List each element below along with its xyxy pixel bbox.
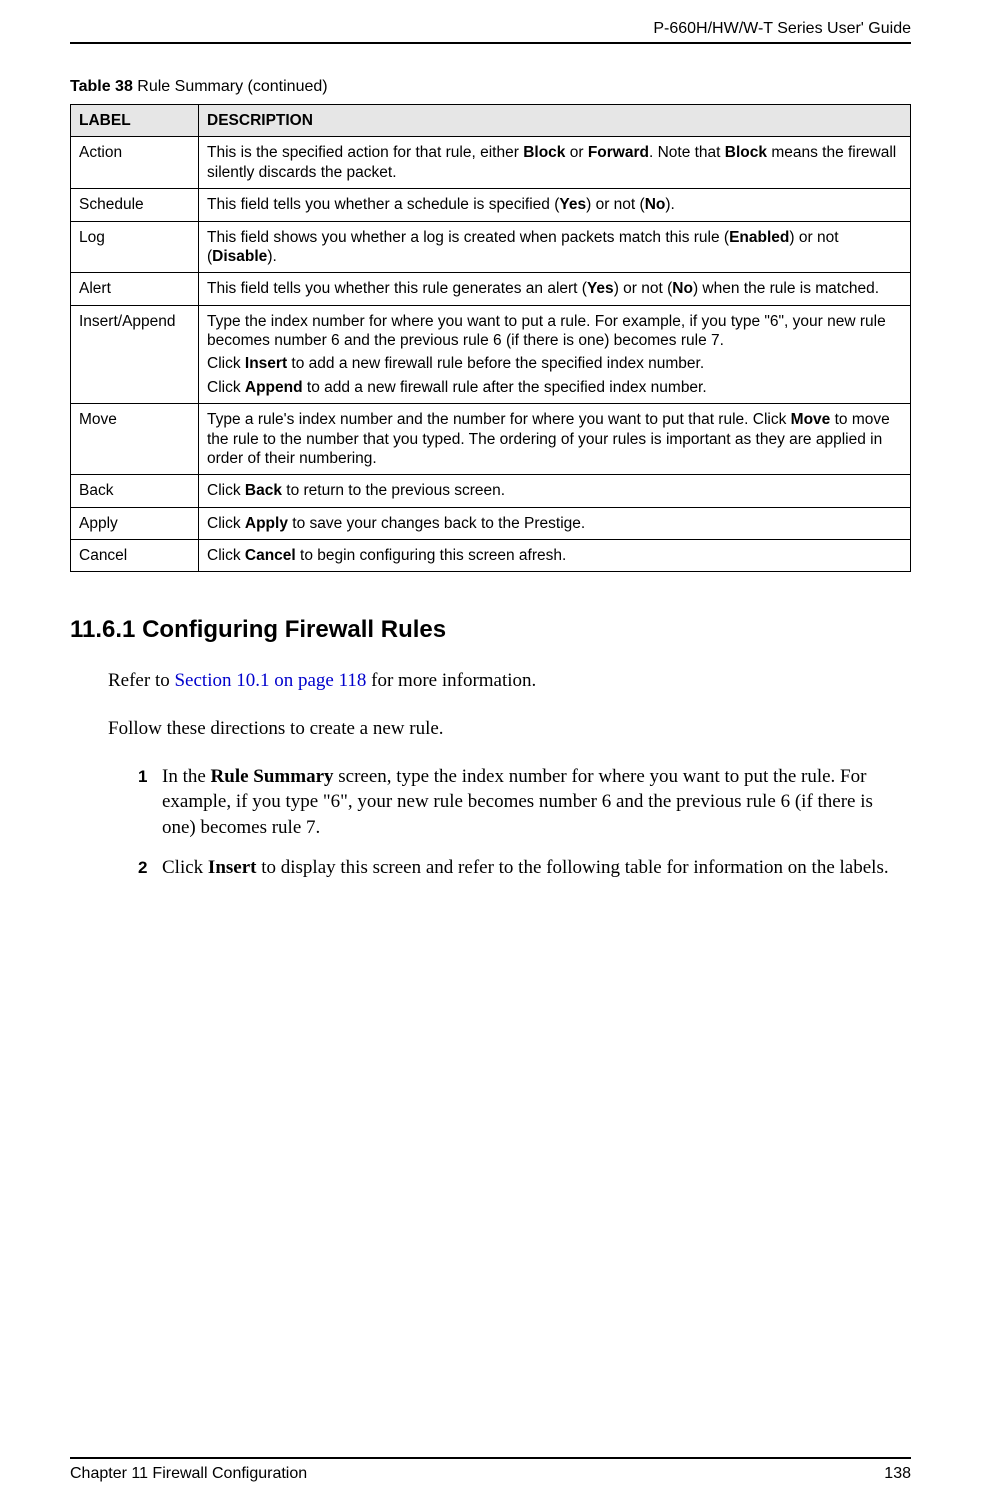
description-paragraph: Click Append to add a new firewall rule … [207, 378, 902, 397]
rule-summary-table: LABEL DESCRIPTION ActionThis is the spec… [70, 104, 911, 572]
follow-paragraph: Follow these directions to create a new … [108, 716, 911, 742]
table-cell-label: Log [71, 221, 199, 273]
bold-text: Block [523, 144, 565, 161]
bold-text: Insert [245, 355, 287, 372]
bold-text: Yes [587, 280, 614, 297]
footer-page-number: 138 [884, 1465, 911, 1483]
bold-text: Forward [588, 144, 649, 161]
table-cell-description: This field shows you whether a log is cr… [199, 221, 911, 273]
table-cell-description: Click Cancel to begin configuring this s… [199, 540, 911, 572]
table-row: Insert/AppendType the index number for w… [71, 305, 911, 404]
footer: Chapter 11 Firewall Configuration 138 [70, 1457, 911, 1483]
bold-text: Move [791, 411, 831, 428]
bold-text: No [672, 280, 693, 297]
list-item-number: 1 [138, 764, 162, 841]
table-row: BackClick Back to return to the previous… [71, 475, 911, 507]
table-cell-description: This is the specified action for that ru… [199, 137, 911, 189]
bold-text: Yes [559, 196, 586, 213]
table-row: MoveType a rule's index number and the n… [71, 404, 911, 475]
bold-text: Insert [208, 857, 257, 878]
list-item: 1In the Rule Summary screen, type the in… [138, 764, 911, 841]
bold-text: Rule Summary [211, 766, 334, 787]
table-header-description: DESCRIPTION [199, 105, 911, 137]
table-cell-description: Type the index number for where you want… [199, 305, 911, 404]
refer-pre: Refer to [108, 670, 174, 691]
table-cell-label: Back [71, 475, 199, 507]
table-row: AlertThis field tells you whether this r… [71, 273, 911, 305]
table-row: ScheduleThis field tells you whether a s… [71, 189, 911, 221]
table-body: ActionThis is the specified action for t… [71, 137, 911, 572]
table-cell-label: Action [71, 137, 199, 189]
description-paragraph: Type the index number for where you want… [207, 312, 902, 351]
bold-text: Disable [212, 248, 267, 265]
refer-paragraph: Refer to Section 10.1 on page 118 for mo… [108, 668, 911, 694]
table-cell-description: Type a rule's index number and the numbe… [199, 404, 911, 475]
bold-text: Append [245, 379, 303, 396]
table-cell-label: Alert [71, 273, 199, 305]
bold-text: Apply [245, 515, 288, 532]
table-row: ActionThis is the specified action for t… [71, 137, 911, 189]
list-item-text: In the Rule Summary screen, type the ind… [162, 764, 911, 841]
table-cell-description: This field tells you whether a schedule … [199, 189, 911, 221]
table-cell-label: Apply [71, 507, 199, 539]
list-item-number: 2 [138, 855, 162, 881]
bold-text: No [645, 196, 666, 213]
bold-text: Cancel [245, 547, 296, 564]
description-paragraph: Click Insert to add a new firewall rule … [207, 354, 902, 373]
table-row: CancelClick Cancel to begin configuring … [71, 540, 911, 572]
table-caption: Table 38 Rule Summary (continued) [70, 78, 911, 96]
table-header-row: LABEL DESCRIPTION [71, 105, 911, 137]
table-caption-rest: Rule Summary (continued) [133, 78, 328, 95]
table-cell-label: Cancel [71, 540, 199, 572]
table-row: ApplyClick Apply to save your changes ba… [71, 507, 911, 539]
table-cell-label: Schedule [71, 189, 199, 221]
table-cell-description: Click Back to return to the previous scr… [199, 475, 911, 507]
page-container: P-660H/HW/W-T Series User' Guide Table 3… [0, 0, 981, 1503]
footer-chapter: Chapter 11 Firewall Configuration [70, 1465, 307, 1483]
bold-text: Back [245, 482, 282, 499]
table-cell-description: This field tells you whether this rule g… [199, 273, 911, 305]
header-guide-title: P-660H/HW/W-T Series User' Guide [70, 20, 911, 44]
refer-link[interactable]: Section 10.1 on page 118 [174, 670, 366, 691]
table-row: LogThis field shows you whether a log is… [71, 221, 911, 273]
refer-post: for more information. [366, 670, 536, 691]
list-item-text: Click Insert to display this screen and … [162, 855, 911, 881]
table-cell-label: Insert/Append [71, 305, 199, 404]
table-cell-description: Click Apply to save your changes back to… [199, 507, 911, 539]
bold-text: Enabled [729, 229, 789, 246]
table-header-label: LABEL [71, 105, 199, 137]
steps-list: 1In the Rule Summary screen, type the in… [138, 764, 911, 895]
table-cell-label: Move [71, 404, 199, 475]
table-caption-prefix: Table 38 [70, 78, 133, 95]
bold-text: Block [725, 144, 767, 161]
page-spacer [70, 894, 911, 1457]
list-item: 2Click Insert to display this screen and… [138, 855, 911, 881]
section-heading: 11.6.1 Configuring Firewall Rules [70, 616, 911, 644]
